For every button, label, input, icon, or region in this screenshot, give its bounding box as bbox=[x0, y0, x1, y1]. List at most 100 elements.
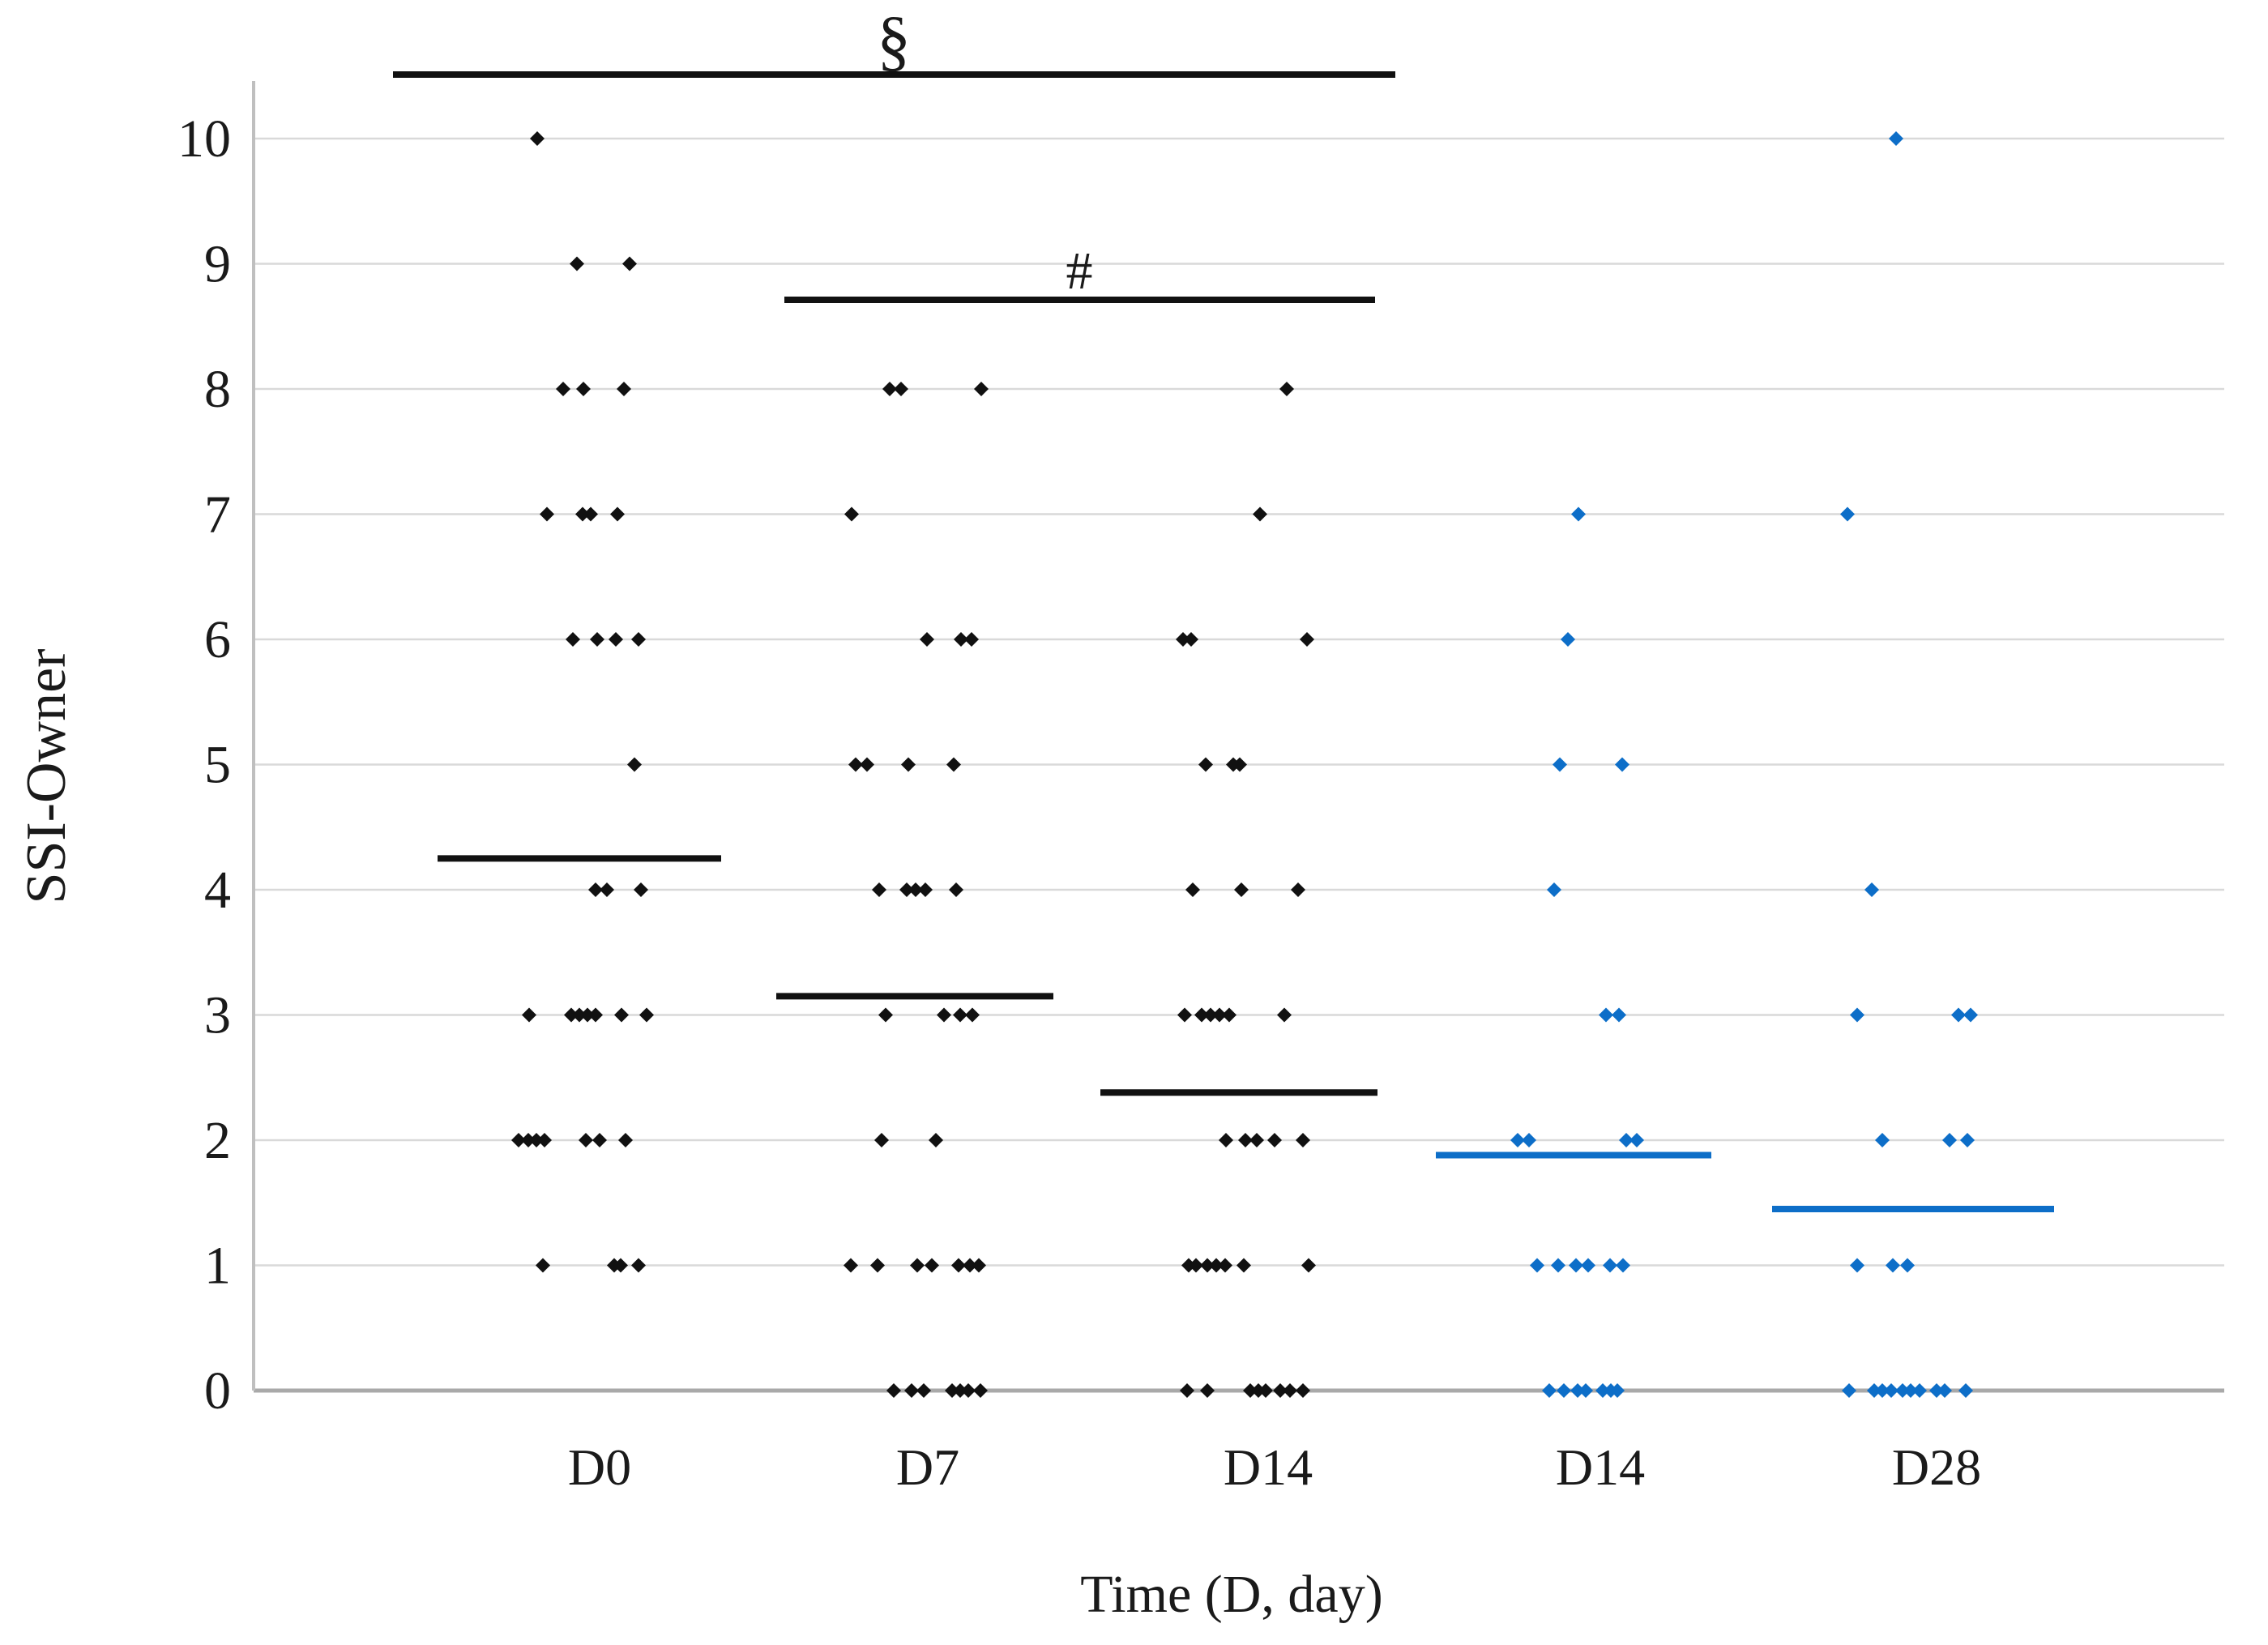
points-D28-4 bbox=[1840, 131, 1978, 1398]
data-point bbox=[1581, 1258, 1595, 1273]
points-D7-1 bbox=[844, 382, 989, 1398]
data-point bbox=[1850, 1007, 1864, 1023]
y-axis-title: SSI-Owner bbox=[15, 648, 78, 904]
data-point bbox=[925, 1258, 939, 1273]
data-point bbox=[953, 1007, 967, 1023]
data-point bbox=[540, 506, 554, 522]
data-point bbox=[1273, 1383, 1288, 1398]
data-point bbox=[1218, 1258, 1232, 1273]
data-point bbox=[1283, 1383, 1297, 1398]
y-tick-label: 7 bbox=[204, 485, 231, 545]
data-point bbox=[1557, 1383, 1571, 1398]
data-point bbox=[572, 1007, 587, 1023]
data-point bbox=[1561, 632, 1575, 647]
data-point bbox=[1530, 1258, 1544, 1273]
data-point bbox=[627, 757, 642, 772]
data-point bbox=[1963, 1007, 1978, 1023]
data-point bbox=[580, 1007, 595, 1023]
data-point bbox=[972, 1258, 986, 1273]
data-point bbox=[1960, 1133, 1975, 1147]
data-point bbox=[882, 382, 897, 396]
data-point bbox=[870, 1258, 885, 1273]
data-point bbox=[1929, 1383, 1944, 1398]
y-tick-label: 10 bbox=[177, 109, 231, 169]
data-point bbox=[1612, 1007, 1626, 1023]
y-tick-label: 0 bbox=[204, 1361, 231, 1421]
data-point bbox=[1180, 1383, 1194, 1398]
data-point bbox=[1867, 1383, 1881, 1398]
data-point bbox=[1203, 1007, 1218, 1023]
data-point bbox=[1615, 757, 1629, 772]
data-point bbox=[1212, 1007, 1227, 1023]
significance-annotation-0: § bbox=[393, 3, 1395, 79]
data-point bbox=[860, 757, 874, 772]
data-point bbox=[631, 1258, 646, 1273]
data-point bbox=[1291, 882, 1305, 897]
data-point bbox=[1616, 1258, 1630, 1273]
data-point bbox=[1603, 1258, 1617, 1273]
data-point bbox=[1937, 1383, 1952, 1398]
data-point bbox=[522, 1007, 536, 1023]
data-point bbox=[916, 1383, 931, 1398]
y-tick-label: 1 bbox=[204, 1237, 231, 1296]
data-point bbox=[1850, 1258, 1864, 1273]
data-point bbox=[588, 1007, 603, 1023]
data-point bbox=[590, 632, 604, 647]
points-D14-3 bbox=[1510, 506, 1644, 1398]
data-point bbox=[1595, 1383, 1610, 1398]
data-point bbox=[556, 382, 570, 396]
data-point bbox=[1951, 1007, 1966, 1023]
data-point bbox=[618, 1133, 633, 1147]
data-point bbox=[844, 506, 859, 522]
data-point bbox=[1542, 1383, 1557, 1398]
data-point bbox=[1599, 1007, 1613, 1023]
data-point bbox=[570, 256, 584, 271]
data-point bbox=[961, 1383, 976, 1398]
data-point bbox=[592, 1133, 607, 1147]
data-point bbox=[1842, 1383, 1856, 1398]
data-point bbox=[1884, 1383, 1899, 1398]
data-point bbox=[1198, 757, 1213, 772]
data-point bbox=[566, 632, 580, 647]
y-tick-label: 3 bbox=[204, 986, 231, 1045]
data-point bbox=[1194, 1007, 1209, 1023]
significance-symbol: # bbox=[1066, 241, 1093, 301]
data-point bbox=[1253, 506, 1267, 522]
data-point bbox=[901, 757, 916, 772]
y-tick-label: 4 bbox=[204, 861, 231, 920]
data-point bbox=[920, 632, 934, 647]
data-point bbox=[1840, 506, 1855, 522]
y-tick-label: 6 bbox=[204, 610, 231, 669]
data-point bbox=[878, 1007, 893, 1023]
data-point bbox=[949, 882, 963, 897]
data-point bbox=[588, 882, 603, 897]
data-point bbox=[1301, 1258, 1316, 1273]
y-tick-label: 9 bbox=[204, 235, 231, 294]
data-point bbox=[1237, 1258, 1251, 1273]
data-point bbox=[848, 757, 863, 772]
data-point bbox=[963, 1258, 977, 1273]
x-axis-title: Time (D, day) bbox=[1080, 1565, 1383, 1624]
data-point bbox=[1232, 757, 1247, 772]
data-point bbox=[600, 882, 614, 897]
data-point bbox=[1219, 1133, 1233, 1147]
data-point bbox=[1578, 1383, 1593, 1398]
data-point bbox=[1296, 1383, 1310, 1398]
data-point bbox=[918, 882, 933, 897]
data-point bbox=[631, 632, 646, 647]
data-point bbox=[1875, 1383, 1890, 1398]
points-D14-2 bbox=[1176, 382, 1316, 1398]
x-category-label-1: D7 bbox=[896, 1438, 959, 1496]
data-point bbox=[1569, 1258, 1583, 1273]
data-point bbox=[1200, 1258, 1215, 1273]
data-point bbox=[899, 882, 914, 897]
data-point bbox=[537, 1133, 552, 1147]
data-point bbox=[1209, 1258, 1224, 1273]
data-point bbox=[1522, 1133, 1536, 1147]
data-point bbox=[1912, 1383, 1927, 1398]
data-point bbox=[1277, 1007, 1292, 1023]
x-category-label-3: D14 bbox=[1556, 1438, 1645, 1496]
data-point bbox=[946, 757, 961, 772]
data-point bbox=[1570, 1383, 1585, 1398]
